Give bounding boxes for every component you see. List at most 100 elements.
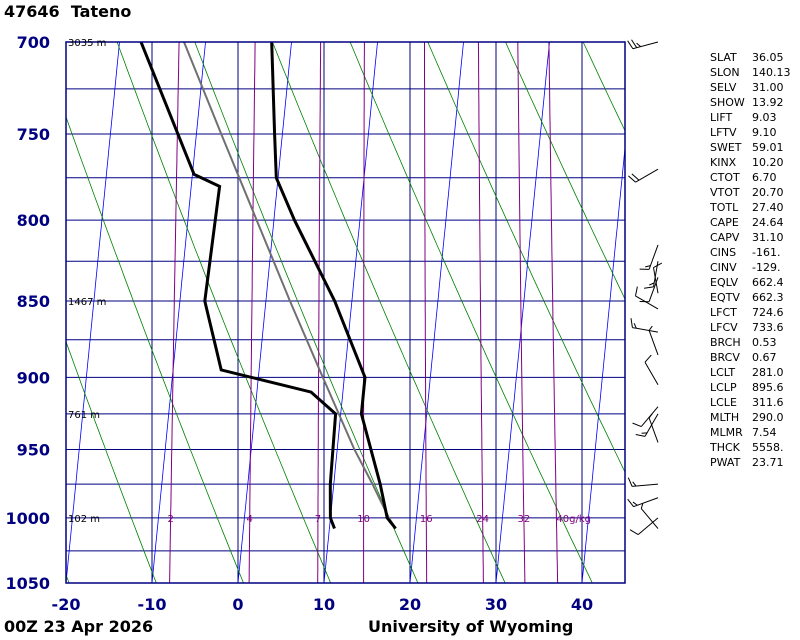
index-value: 36.05 [752,51,784,64]
mixing-ratio-label-24: 24 [476,514,489,525]
index-value: 5558. [752,441,784,454]
index-value: 31.00 [752,81,784,94]
index-row-mlmr: MLMR 7.54 [710,425,791,440]
index-value: 6.70 [752,171,777,184]
index-row-kinx: KINX 10.20 [710,155,791,170]
height-label-700: 3035 m [68,38,106,49]
index-row-cinv: CINV -129. [710,260,791,275]
y-tick-label-1000: 1000 [5,509,50,528]
wind-barb-14 [627,497,659,508]
index-name: TOTL [710,201,739,214]
index-name: MLTH [710,411,740,424]
index-name: SLAT [710,51,737,64]
index-row-capv: CAPV 31.10 [710,230,791,245]
data-source: University of Wyoming [368,617,574,636]
mixing-ratio-line-10 [363,42,365,583]
mixing-ratio-line-4 [248,42,256,583]
mixing-ratio-line-32 [517,42,526,583]
mixing-ratio-line-2 [169,42,180,583]
index-value: 662.3 [752,291,784,304]
wind-barb-16 [640,503,659,529]
dry-adiabat-270 [66,115,244,583]
index-row-slat: SLAT 36.05 [710,50,791,65]
y-tick-label-750: 750 [17,125,50,144]
index-name: PWAT [710,456,741,469]
y-tick-label-950: 950 [17,440,50,459]
index-row-lcle: LCLE 311.6 [710,395,791,410]
index-value: 281.0 [752,366,784,379]
mixing-ratio-label-32: 32 [517,514,530,525]
index-value: 724.6 [752,306,784,319]
index-name: LCLT [710,366,736,379]
index-row-show: SHOW 13.92 [710,95,791,110]
index-name: SLON [710,66,740,79]
index-row-brcv: BRCV 0.67 [710,350,791,365]
index-value: 31.10 [752,231,784,244]
index-row-totl: TOTL 27.40 [710,200,791,215]
index-value: -129. [752,261,781,274]
height-label-925: 761 m [68,410,100,421]
y-tick-label-700: 700 [17,33,50,52]
index-name: EQTV [710,291,740,304]
index-value: 23.71 [752,456,784,469]
dry-adiabat-330 [505,42,625,300]
index-value: 10.20 [752,156,784,169]
index-value: -161. [752,246,781,259]
index-value: 311.6 [752,396,784,409]
index-name: LFTV [710,126,737,139]
index-name: CAPV [710,231,740,244]
index-row-cape: CAPE 24.64 [710,215,791,230]
index-name: CINV [710,261,737,274]
dry-adiabat-300 [272,42,506,583]
dry-adiabat-260 [66,340,157,583]
index-name: CTOT [710,171,740,184]
index-value: 662.4 [752,276,784,289]
mixing-ratio-line-16 [424,42,428,583]
height-label-850: 1467 m [68,297,106,308]
isotherm--10 [151,42,206,583]
wind-barb-12 [648,413,659,443]
index-name: BRCV [710,351,740,364]
wind-barb-6 [634,286,659,310]
isotherm-30 [495,42,550,583]
plot-area [66,42,625,583]
wind-barb-2 [639,244,659,270]
index-value: 59.01 [752,141,784,154]
index-name: MLMR [710,426,743,439]
isotherm-20 [409,42,464,583]
index-value: 0.53 [752,336,777,349]
dry-adiabat-250 [66,573,70,583]
index-name: LCLP [710,381,737,394]
chart-title: 47646 Tateno [4,2,131,21]
wind-barb-10 [632,406,659,428]
index-value: 733.6 [752,321,784,334]
index-name: THCK [710,441,740,454]
index-name: LFCT [710,306,737,319]
isotherm-10 [323,42,378,583]
mixing-ratio-line-7 [317,42,322,583]
index-value: 0.67 [752,351,777,364]
index-value: 140.13 [752,66,791,79]
wind-barb-7 [630,318,659,333]
index-row-cins: CINS -161. [710,245,791,260]
index-value: 24.64 [752,216,784,229]
height-label-1000: 102 m [68,514,100,525]
index-value: 9.03 [752,111,777,124]
x-tick-label--10: -10 [138,595,167,614]
index-name: EQLV [710,276,739,289]
x-tick-label--20: -20 [52,595,81,614]
station-name: Tateno [70,2,132,21]
index-name: SWET [710,141,742,154]
index-row-lftv: LFTV 9.10 [710,125,791,140]
temperature-profile [270,42,397,530]
index-name: LIFT [710,111,733,124]
index-value: 20.70 [752,186,784,199]
wind-barb-4 [639,277,659,303]
index-row-lclp: LCLP 895.6 [710,380,791,395]
mixing-ratio-line-24 [477,42,484,583]
dewpoint-profile [139,42,338,530]
mixing-ratio-label-40: 40g/kg [556,514,591,525]
dry-adiabat-320 [427,42,625,473]
y-tick-label-900: 900 [17,368,50,387]
x-tick-label-30: 30 [485,595,507,614]
